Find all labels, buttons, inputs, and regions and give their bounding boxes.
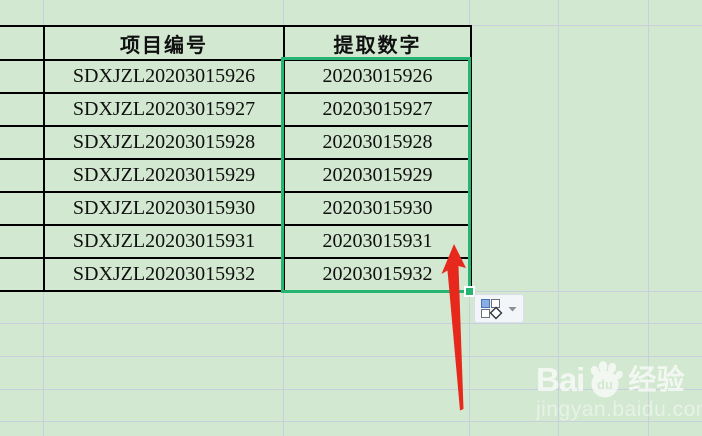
project-code-cell[interactable]: SDXJZL20203015931 xyxy=(43,224,285,259)
extracted-number-cell[interactable]: 20203015932 xyxy=(283,257,472,292)
data-table: 项目编号 提取数字 SDXJZL20203015926 20203015926 … xyxy=(0,25,472,292)
stub-cell[interactable] xyxy=(0,257,45,292)
project-code-cell[interactable]: SDXJZL20203015929 xyxy=(43,158,285,193)
paste-options-grid-diamond-icon xyxy=(481,298,503,319)
table-row: SDXJZL20203015929 20203015929 xyxy=(0,158,472,193)
extracted-number-cell[interactable]: 20203015931 xyxy=(283,224,472,259)
table-row: SDXJZL20203015926 20203015926 xyxy=(0,59,472,94)
table-row: SDXJZL20203015932 20203015932 xyxy=(0,257,472,292)
chevron-down-icon xyxy=(508,306,517,311)
project-code-cell[interactable]: SDXJZL20203015932 xyxy=(43,257,285,292)
stub-cell[interactable] xyxy=(0,125,45,160)
project-code-cell[interactable]: SDXJZL20203015926 xyxy=(43,59,285,94)
paste-options-button[interactable] xyxy=(474,294,524,323)
extracted-number-cell[interactable]: 20203015929 xyxy=(283,158,472,193)
header-row: 项目编号 提取数字 xyxy=(0,25,472,61)
stub-cell[interactable] xyxy=(0,158,45,193)
extracted-number-cell[interactable]: 20203015930 xyxy=(283,191,472,226)
extracted-number-cell[interactable]: 20203015927 xyxy=(283,92,472,127)
stub-cell[interactable] xyxy=(0,224,45,259)
project-code-cell[interactable]: SDXJZL20203015930 xyxy=(43,191,285,226)
project-code-cell[interactable]: SDXJZL20203015927 xyxy=(43,92,285,127)
project-code-cell[interactable]: SDXJZL20203015928 xyxy=(43,125,285,160)
stub-cell[interactable] xyxy=(0,191,45,226)
table-row: SDXJZL20203015927 20203015927 xyxy=(0,92,472,127)
stub-cell[interactable] xyxy=(0,59,45,94)
extracted-number-cell-active[interactable]: 20203015926 xyxy=(283,59,472,94)
stub-header-cell[interactable] xyxy=(0,25,45,61)
table-row: SDXJZL20203015931 20203015931 xyxy=(0,224,472,259)
table-row: SDXJZL20203015928 20203015928 xyxy=(0,125,472,160)
extracted-number-cell[interactable]: 20203015928 xyxy=(283,125,472,160)
column-header-extracted-number[interactable]: 提取数字 xyxy=(283,25,472,61)
table-row: SDXJZL20203015930 20203015930 xyxy=(0,191,472,226)
column-header-project-code[interactable]: 项目编号 xyxy=(43,25,285,61)
stub-cell[interactable] xyxy=(0,92,45,127)
